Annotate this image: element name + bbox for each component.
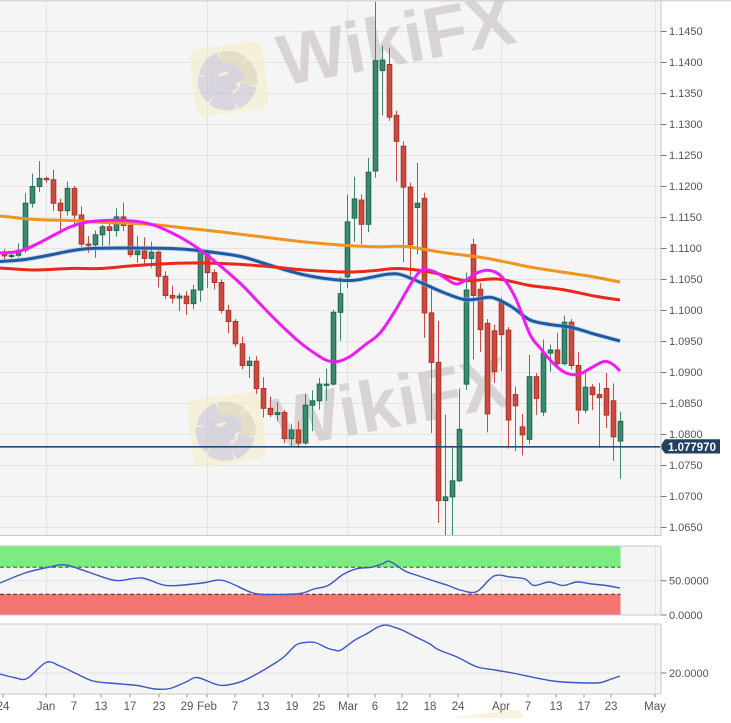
svg-text:1.0750: 1.0750: [669, 460, 703, 472]
svg-text:13: 13: [95, 701, 108, 713]
svg-text:17: 17: [124, 701, 137, 713]
svg-text:Feb: Feb: [197, 701, 217, 713]
svg-text:1.1100: 1.1100: [669, 243, 702, 255]
svg-text:1.1000: 1.1000: [669, 305, 703, 317]
svg-text:1.0650: 1.0650: [669, 522, 703, 534]
svg-text:1.1300: 1.1300: [669, 119, 703, 131]
svg-text:6: 6: [372, 701, 378, 713]
svg-text:1.0800: 1.0800: [669, 429, 703, 441]
svg-text:18: 18: [424, 701, 437, 713]
svg-text:25: 25: [313, 701, 326, 713]
svg-text:17: 17: [578, 701, 591, 713]
svg-text:50.0000: 50.0000: [669, 576, 709, 588]
svg-text:1.0900: 1.0900: [669, 367, 703, 379]
svg-text:7: 7: [232, 701, 238, 713]
svg-text:20.0000: 20.0000: [669, 668, 709, 680]
svg-text:1.1450: 1.1450: [669, 26, 703, 38]
svg-text:1.1250: 1.1250: [669, 150, 703, 162]
svg-text:24: 24: [0, 701, 10, 713]
svg-text:1.1150: 1.1150: [669, 212, 702, 224]
svg-text:24: 24: [452, 701, 465, 713]
svg-text:19: 19: [286, 701, 299, 713]
svg-text:1.0950: 1.0950: [669, 336, 703, 348]
svg-text:0.0000: 0.0000: [669, 610, 703, 622]
svg-text:1.1050: 1.1050: [669, 274, 703, 286]
svg-text:7: 7: [71, 701, 77, 713]
svg-text:23: 23: [153, 701, 166, 713]
svg-text:1.077970: 1.077970: [668, 442, 716, 454]
svg-text:7: 7: [525, 701, 531, 713]
svg-text:1.0700: 1.0700: [669, 491, 703, 503]
svg-text:13: 13: [550, 701, 563, 713]
svg-text:Jan: Jan: [37, 701, 56, 713]
svg-text:Apr: Apr: [492, 701, 510, 713]
svg-text:1.1400: 1.1400: [669, 57, 703, 69]
svg-text:1.1200: 1.1200: [669, 181, 703, 193]
svg-text:29: 29: [181, 701, 194, 713]
svg-text:May: May: [644, 701, 666, 713]
svg-text:1.0850: 1.0850: [669, 398, 703, 410]
svg-text:1.1350: 1.1350: [669, 88, 703, 100]
svg-text:23: 23: [605, 701, 618, 713]
svg-text:13: 13: [257, 701, 270, 713]
svg-text:Mar: Mar: [338, 701, 358, 713]
svg-text:12: 12: [396, 701, 409, 713]
